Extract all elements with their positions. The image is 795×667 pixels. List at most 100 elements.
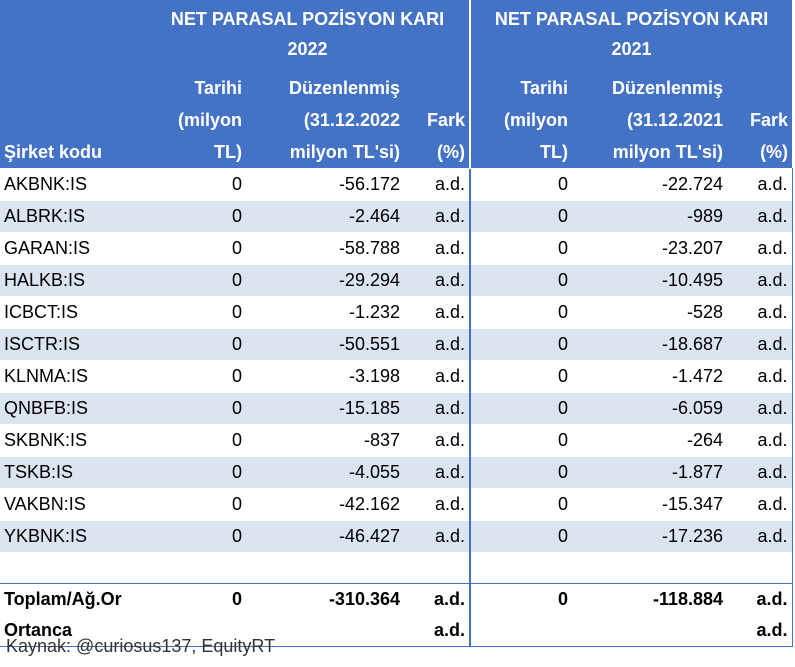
total-date-2021: 0 <box>469 583 573 615</box>
column-header-date-2021: Tarihi (milyon TL) <box>469 72 573 169</box>
cell-date-2021: 0 <box>469 200 573 233</box>
total-adjusted-2021: -118.884 <box>572 583 728 615</box>
total-diff-2021: a.d. <box>727 583 793 615</box>
cell-company-code: VAKBN:IS <box>0 488 146 521</box>
cell-diff-2021: a.d. <box>727 264 793 297</box>
table-row: YKBNK:IS 0 -46.427 a.d. 0 -17.236 a.d. <box>0 520 793 552</box>
table-row: ICBCT:IS 0 -1.232 a.d. 0 -528 a.d. <box>0 296 793 329</box>
table-cell <box>469 552 573 584</box>
cell-diff-2022: a.d. <box>404 360 471 393</box>
header-line: Düzenlenmiş <box>612 78 724 98</box>
table-row: VAKBN:IS 0 -42.162 a.d. 0 -15.347 a.d. <box>0 488 793 521</box>
table-cell <box>246 615 404 647</box>
column-header-date-2022: Tarihi (milyon TL) <box>146 72 246 169</box>
table-row: KLNMA:IS 0 -3.198 a.d. 0 -1.472 a.d. <box>0 360 793 393</box>
header-line: Tarihi <box>520 78 569 98</box>
cell-date-2022: 0 <box>146 200 246 233</box>
cell-adjusted-2022: -56.172 <box>246 168 404 201</box>
cell-company-code: SKBNK:IS <box>0 424 146 457</box>
cell-diff-2022: a.d. <box>404 456 471 489</box>
cell-diff-2021: a.d. <box>727 328 793 361</box>
cell-date-2022: 0 <box>146 264 246 297</box>
cell-adjusted-2021: -23.207 <box>572 232 728 265</box>
cell-date-2021: 0 <box>469 456 573 489</box>
cell-diff-2022: a.d. <box>404 520 471 552</box>
table-row: HALKB:IS 0 -29.294 a.d. 0 -10.495 a.d. <box>0 264 793 297</box>
cell-adjusted-2022: -46.427 <box>246 520 404 552</box>
group-header-2021-year: 2021 <box>611 39 652 59</box>
header-line: (milyon <box>504 110 569 130</box>
cell-diff-2021: a.d. <box>727 520 793 552</box>
header-line: Tarihi <box>194 78 242 98</box>
cell-company-code: ALBRK:IS <box>0 200 146 233</box>
table-row: ISCTR:IS 0 -50.551 a.d. 0 -18.687 a.d. <box>0 328 793 361</box>
cell-diff-2021: a.d. <box>727 200 793 233</box>
cell-date-2021: 0 <box>469 424 573 457</box>
cell-diff-2022: a.d. <box>404 488 471 521</box>
table-cell <box>469 615 573 647</box>
cell-adjusted-2022: -42.162 <box>246 488 404 521</box>
cell-adjusted-2022: -50.551 <box>246 328 404 361</box>
table-cell <box>146 552 246 584</box>
cell-adjusted-2021: -6.059 <box>572 392 728 425</box>
cell-adjusted-2022: -1.232 <box>246 296 404 329</box>
cell-adjusted-2021: -528 <box>572 296 728 329</box>
cell-diff-2021: a.d. <box>727 488 793 521</box>
table-row: AKBNK:IS 0 -56.172 a.d. 0 -22.724 a.d. <box>0 168 793 201</box>
total-label: Toplam/Ağ.Or <box>0 583 146 615</box>
cell-diff-2021: a.d. <box>727 232 793 265</box>
cell-adjusted-2021: -18.687 <box>572 328 728 361</box>
column-header-adjusted-2022: Düzenlenmiş (31.12.2022 milyon TL'si) <box>246 72 404 169</box>
table-cell <box>146 615 246 647</box>
cell-diff-2021: a.d. <box>727 424 793 457</box>
cell-company-code: KLNMA:IS <box>0 360 146 393</box>
cell-company-code: HALKB:IS <box>0 264 146 297</box>
cell-company-code: YKBNK:IS <box>0 520 146 552</box>
column-header-diff-2021: Fark (%) <box>727 72 793 169</box>
total-date-2022: 0 <box>146 583 246 615</box>
cell-company-code: GARAN:IS <box>0 232 146 265</box>
cell-date-2022: 0 <box>146 296 246 329</box>
cell-diff-2022: a.d. <box>404 168 471 201</box>
total-adjusted-2022: -310.364 <box>246 583 404 615</box>
cell-date-2021: 0 <box>469 168 573 201</box>
total-row: Toplam/Ağ.Or 0 -310.364 a.d. 0 -118.884 … <box>0 583 793 615</box>
cell-date-2022: 0 <box>146 520 246 552</box>
header-line: (milyon <box>177 110 242 130</box>
cell-company-code: TSKB:IS <box>0 456 146 489</box>
cell-date-2021: 0 <box>469 232 573 265</box>
cell-date-2022: 0 <box>146 232 246 265</box>
empty-row <box>0 552 793 584</box>
header-line: TL) <box>540 142 569 162</box>
cell-diff-2022: a.d. <box>404 200 471 233</box>
cell-date-2021: 0 <box>469 488 573 521</box>
header-line: milyon TL'si) <box>289 142 400 162</box>
cell-date-2021: 0 <box>469 520 573 552</box>
header-line: Fark <box>750 110 789 130</box>
group-header-2021: NET PARASAL POZİSYON KARI 2021 <box>469 0 793 72</box>
cell-diff-2021: a.d. <box>727 392 793 425</box>
header-line: (%) <box>760 142 789 162</box>
cell-diff-2021: a.d. <box>727 360 793 393</box>
cell-date-2021: 0 <box>469 296 573 329</box>
table-cell <box>572 552 727 584</box>
cell-adjusted-2022: -3.198 <box>246 360 404 393</box>
table-cell <box>727 552 793 584</box>
table-row: ALBRK:IS 0 -2.464 a.d. 0 -989 a.d. <box>0 200 793 233</box>
cell-date-2021: 0 <box>469 264 573 297</box>
cell-diff-2022: a.d. <box>404 392 471 425</box>
cell-adjusted-2021: -1.877 <box>572 456 728 489</box>
total-diff-2022: a.d. <box>404 583 471 615</box>
header-line: (31.12.2021 <box>626 110 724 130</box>
cell-adjusted-2021: -10.495 <box>572 264 728 297</box>
cell-adjusted-2022: -4.055 <box>246 456 404 489</box>
cell-adjusted-2021: -22.724 <box>572 168 728 201</box>
header-line: TL) <box>214 142 242 162</box>
header-line: (%) <box>437 142 466 162</box>
median-diff-2022: a.d. <box>404 615 471 647</box>
group-header-2022-year: 2022 <box>287 39 328 59</box>
data-table-sheet: NET PARASAL POZİSYON KARI 2022 NET PARAS… <box>0 0 793 647</box>
table-cell <box>404 552 470 584</box>
source-note: Kaynak: @curiosus137, EquityRT <box>6 636 276 656</box>
column-header-company-code: Şirket kodu <box>0 72 146 169</box>
